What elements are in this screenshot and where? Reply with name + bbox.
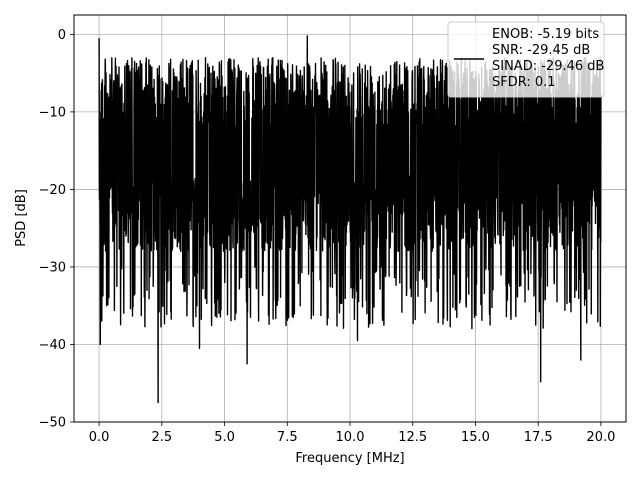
x-axis-label: Frequency [MHz] xyxy=(295,451,404,466)
y-tick-label: −50 xyxy=(39,416,66,431)
psd-line xyxy=(98,35,602,404)
y-tick-label: −30 xyxy=(39,260,66,275)
x-axis-ticks: 0.0 2.5 5.0 7.5 10.0 12.5 15.0 17.5 20.0 xyxy=(89,422,615,445)
y-axis-ticks: 0 −10 −20 −30 −40 −50 xyxy=(39,28,74,431)
x-tick-label: 15.0 xyxy=(461,430,490,445)
x-tick-label: 17.5 xyxy=(524,430,553,445)
y-tick-label: −40 xyxy=(39,338,66,353)
x-tick-label: 12.5 xyxy=(398,430,427,445)
psd-series xyxy=(98,35,602,404)
legend-entry: SINAD: -29.46 dB xyxy=(492,59,604,74)
y-axis-label: PSD [dB] xyxy=(14,189,29,247)
x-tick-label: 0.0 xyxy=(89,430,110,445)
x-tick-label: 10.0 xyxy=(336,430,365,445)
x-tick-label: 20.0 xyxy=(586,430,615,445)
x-tick-label: 5.0 xyxy=(214,430,235,445)
y-tick-label: −10 xyxy=(39,105,66,120)
x-tick-label: 2.5 xyxy=(151,430,172,445)
legend-box xyxy=(447,21,605,98)
x-tick-label: 7.5 xyxy=(277,430,298,445)
legend-entry: SNR: -29.45 dB xyxy=(492,43,590,58)
y-tick-label: 0 xyxy=(58,28,66,43)
legend-entry: SFDR: 0.1 xyxy=(492,75,556,90)
y-tick-label: −20 xyxy=(39,183,66,198)
legend-entry: ENOB: -5.19 bits xyxy=(492,27,599,42)
